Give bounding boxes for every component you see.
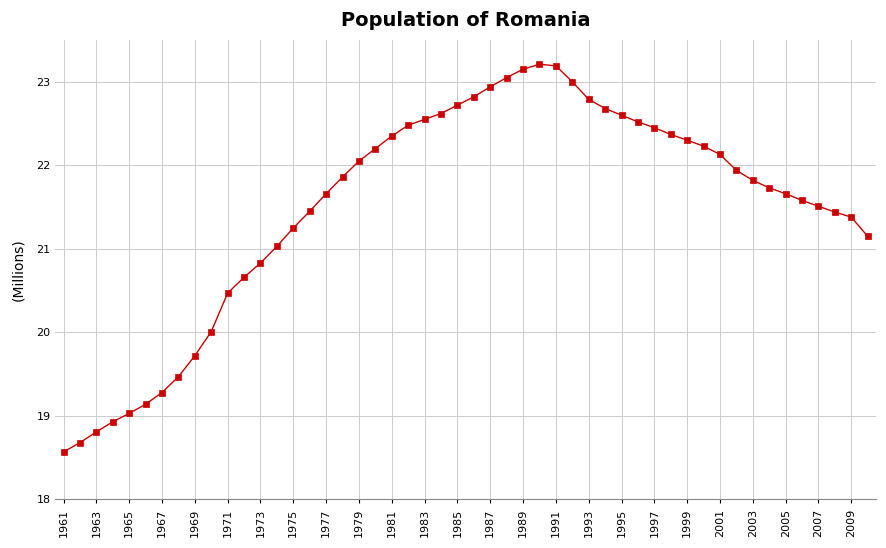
Y-axis label: (Millions): (Millions) xyxy=(12,238,25,301)
Title: Population of Romania: Population of Romania xyxy=(340,11,590,30)
